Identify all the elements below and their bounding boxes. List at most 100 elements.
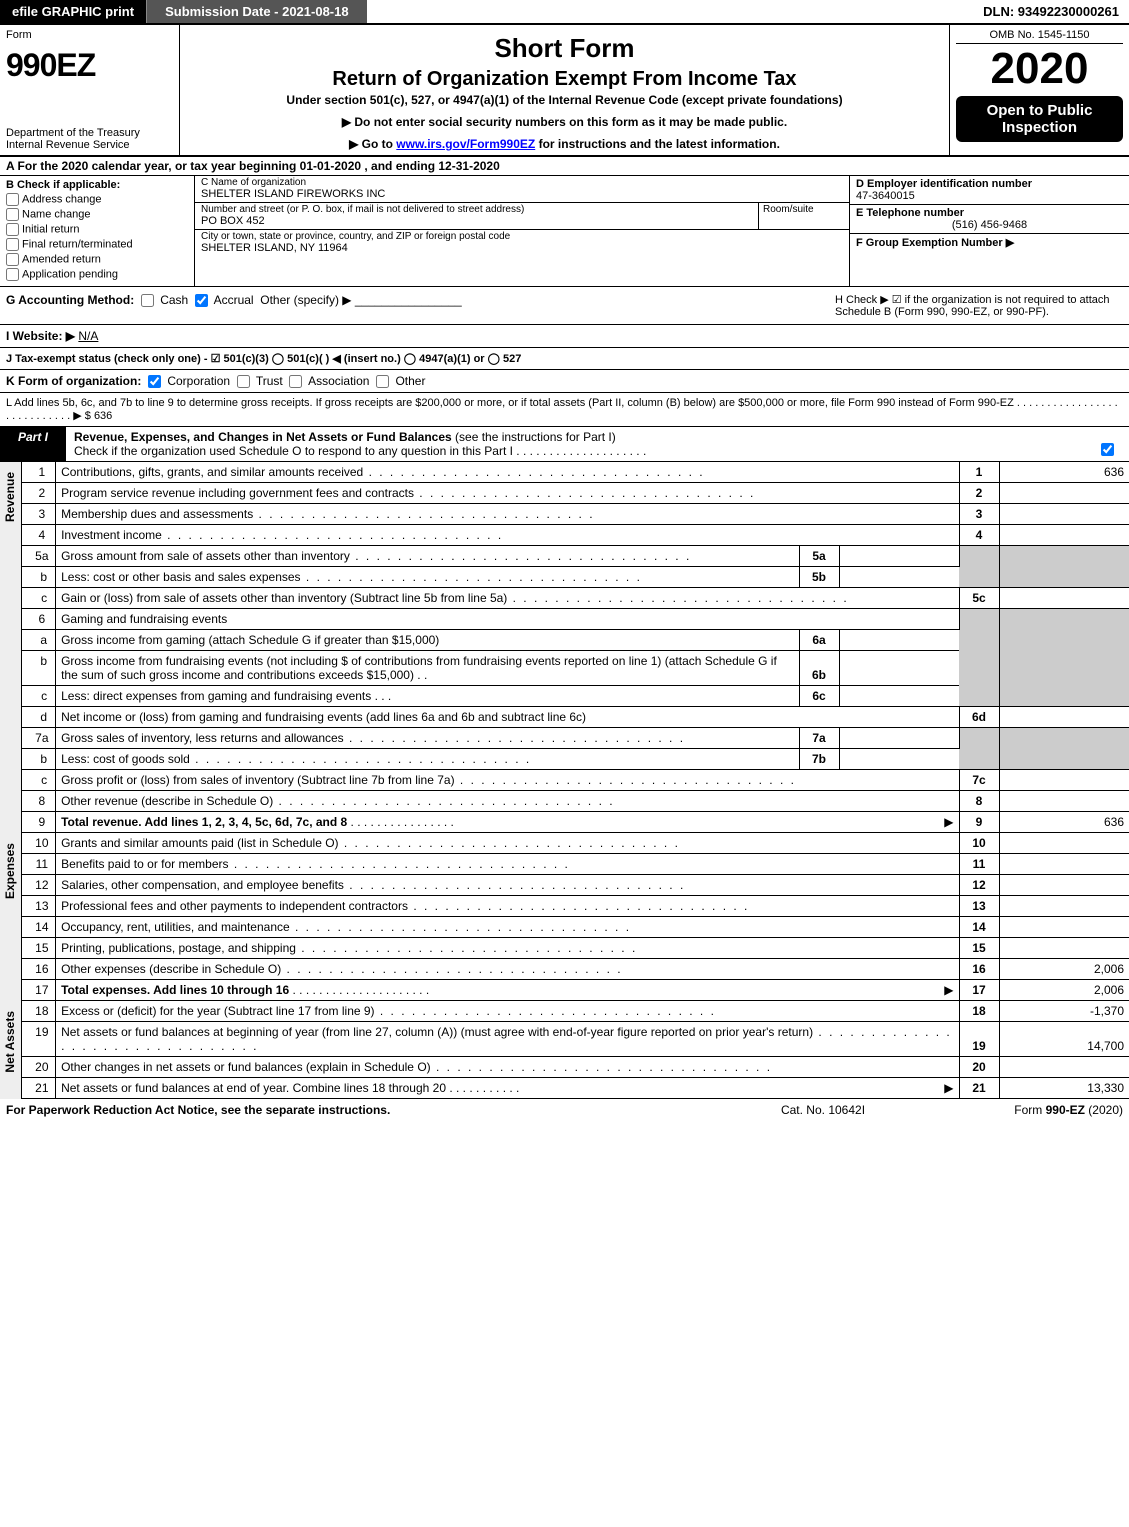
title-short-form: Short Form (190, 33, 939, 64)
l5b-no: b (22, 567, 56, 588)
l5c-no: c (22, 588, 56, 609)
chk-initial-return-box[interactable] (6, 223, 19, 236)
side-netassets-lbl: Net Assets (3, 1001, 17, 1083)
row-a-tax-year: A For the 2020 calendar year, or tax yea… (0, 157, 1129, 176)
l5c-desc: Gain or (loss) from sale of assets other… (56, 588, 959, 609)
chk-final-return-box[interactable] (6, 238, 19, 251)
l17-desc: Total expenses. Add lines 10 through 16 … (56, 980, 959, 1001)
line-5c: c Gain or (loss) from sale of assets oth… (22, 588, 1129, 609)
l9-rtval: 636 (999, 812, 1129, 833)
l13-rtno: 13 (959, 896, 999, 917)
l12-no: 12 (22, 875, 56, 896)
website-val: N/A (78, 329, 98, 343)
l21-rtval: 13,330 (999, 1078, 1129, 1099)
chk-amended-return-box[interactable] (6, 253, 19, 266)
l17-no: 17 (22, 980, 56, 1001)
line-8: 8 Other revenue (describe in Schedule O)… (22, 791, 1129, 812)
part1-header: Part I Revenue, Expenses, and Changes in… (0, 427, 1129, 462)
chk-address-change-box[interactable] (6, 193, 19, 206)
ein-lbl: D Employer identification number (856, 178, 1123, 190)
form-number: 990EZ (6, 47, 173, 84)
l19-rtno: 19 (959, 1022, 999, 1057)
street-val: PO BOX 452 (195, 215, 758, 229)
l2-no: 2 (22, 483, 56, 504)
l14-no: 14 (22, 917, 56, 938)
l11-no: 11 (22, 854, 56, 875)
col-d-ids: D Employer identification number 47-3640… (849, 176, 1129, 286)
l21-arrow: ▶ (944, 1081, 953, 1095)
l4-rtval (999, 525, 1129, 546)
goto-pre: ▶ Go to (349, 137, 396, 151)
l7a-rtshade2 (999, 728, 1129, 770)
tax-year: 2020 (956, 44, 1123, 94)
chk-assoc[interactable] (289, 375, 302, 388)
l7b-desc: Less: cost of goods sold (56, 749, 799, 770)
l5a-rtshade (959, 546, 999, 588)
part1-schedule-o-check[interactable] (1101, 443, 1114, 456)
l9-rtno: 9 (959, 812, 999, 833)
row-g: G Accounting Method: Cash Accrual Other … (0, 287, 829, 324)
chk-amended-return[interactable]: Amended return (6, 253, 188, 266)
l13-no: 13 (22, 896, 56, 917)
dept-treasury: Department of the Treasury (6, 127, 173, 139)
l9-desc: Total revenue. Add lines 1, 2, 3, 4, 5c,… (56, 812, 959, 833)
revenue-table: 1 Contributions, gifts, grants, and simi… (22, 462, 1129, 833)
chk-application-pending-box[interactable] (6, 268, 19, 281)
line-1: 1 Contributions, gifts, grants, and simi… (22, 462, 1129, 483)
l7a-desc: Gross sales of inventory, less returns a… (56, 728, 799, 749)
chk-address-change[interactable]: Address change (6, 193, 188, 206)
line-21: 21 Net assets or fund balances at end of… (22, 1078, 1129, 1099)
chk-name-change-lbl: Name change (22, 208, 91, 220)
top-spacer (367, 0, 974, 23)
footer-paperwork: For Paperwork Reduction Act Notice, see … (6, 1103, 723, 1117)
l16-no: 16 (22, 959, 56, 980)
chk-final-return[interactable]: Final return/terminated (6, 238, 188, 251)
row-j: J Tax-exempt status (check only one) - ☑… (0, 348, 1129, 370)
l6d-rtval (999, 707, 1129, 728)
l18-desc: Excess or (deficit) for the year (Subtra… (56, 1001, 959, 1022)
line-2: 2 Program service revenue including gove… (22, 483, 1129, 504)
efile-label[interactable]: efile GRAPHIC print (0, 0, 146, 23)
chk-name-change-box[interactable] (6, 208, 19, 221)
lbl-cash: Cash (160, 293, 188, 307)
l5a-midno: 5a (799, 546, 839, 567)
page-footer: For Paperwork Reduction Act Notice, see … (0, 1099, 1129, 1121)
line-13: 13 Professional fees and other payments … (22, 896, 1129, 917)
l20-rtno: 20 (959, 1057, 999, 1078)
part1-check-line: Check if the organization used Schedule … (74, 444, 646, 458)
chk-name-change[interactable]: Name change (6, 208, 188, 221)
ein-val: 47-3640015 (856, 190, 1123, 202)
l16-desc: Other expenses (describe in Schedule O) (56, 959, 959, 980)
l6c-midval (839, 686, 959, 707)
open-inspection: Open to Public Inspection (956, 96, 1123, 142)
row-l-text: L Add lines 5b, 6c, and 7b to line 9 to … (6, 397, 1118, 422)
header-right: OMB No. 1545-1150 2020 Open to Public In… (949, 25, 1129, 155)
l5c-rtval (999, 588, 1129, 609)
l18-rtno: 18 (959, 1001, 999, 1022)
chk-corp[interactable] (148, 375, 161, 388)
phone-lbl: E Telephone number (856, 207, 1123, 219)
chk-accrual[interactable] (195, 294, 208, 307)
chk-application-pending-lbl: Application pending (22, 268, 118, 280)
chk-other-org[interactable] (376, 375, 389, 388)
l5a-no: 5a (22, 546, 56, 567)
irs-link[interactable]: www.irs.gov/Form990EZ (396, 137, 535, 151)
header-left: Form 990EZ Department of the Treasury In… (0, 25, 180, 155)
lines-wrapper: Revenue 1 Contributions, gifts, grants, … (0, 462, 1129, 833)
side-expenses: Expenses (0, 833, 22, 1001)
l7c-desc: Gross profit or (loss) from sales of inv… (56, 770, 959, 791)
row-h: H Check ▶ ☑ if the organization is not r… (829, 287, 1129, 324)
l3-rtno: 3 (959, 504, 999, 525)
chk-initial-return[interactable]: Initial return (6, 223, 188, 236)
chk-application-pending[interactable]: Application pending (6, 268, 188, 281)
line-12: 12 Salaries, other compensation, and emp… (22, 875, 1129, 896)
chk-trust[interactable] (237, 375, 250, 388)
side-netassets: Net Assets (0, 1001, 22, 1099)
acct-method-lbl: G Accounting Method: (6, 293, 134, 307)
l2-rtval (999, 483, 1129, 504)
line-9: 9 Total revenue. Add lines 1, 2, 3, 4, 5… (22, 812, 1129, 833)
l6c-midno: 6c (799, 686, 839, 707)
submission-date: Submission Date - 2021-08-18 (146, 0, 367, 23)
lbl-accrual: Accrual (214, 293, 254, 307)
chk-cash[interactable] (141, 294, 154, 307)
